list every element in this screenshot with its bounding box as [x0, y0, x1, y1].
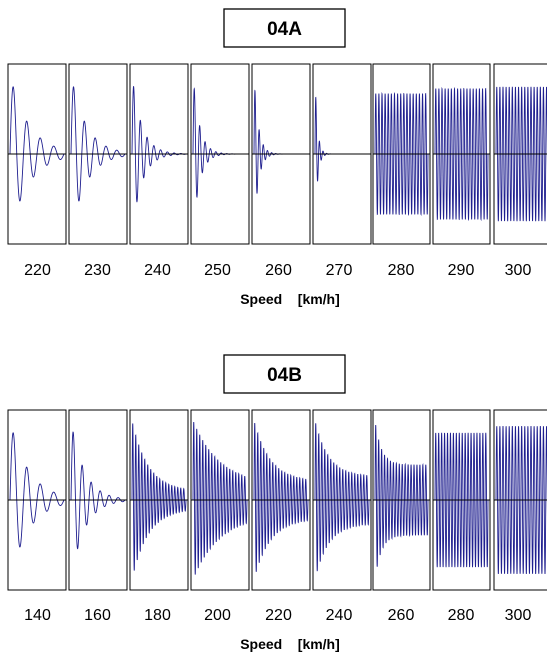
signal-panel-200 [190, 409, 250, 591]
tick-label: 260 [388, 607, 415, 624]
signal-panel-300 [493, 63, 547, 245]
tick-label: 180 [144, 607, 171, 624]
chart-title: 04B [267, 365, 302, 386]
signal-panel-220 [7, 63, 67, 245]
signal-panel-280 [372, 63, 431, 245]
panels-04a [7, 63, 547, 245]
tick-label: 220 [24, 262, 51, 279]
tick-label: 240 [144, 262, 171, 279]
tick-label: 250 [204, 262, 231, 279]
signal-panel-230 [68, 63, 128, 245]
chart-title: 04A [267, 19, 302, 40]
chart-04b: 04B 140 160 180 200 220 240 260 280 300 … [7, 354, 547, 652]
signal-panel-250 [190, 63, 250, 245]
signal-panel-180 [129, 409, 189, 591]
tick-label: 260 [265, 262, 292, 279]
x-axis-label: Speed [km/h] [240, 291, 340, 307]
signal-panel-240 [312, 409, 372, 591]
signal-panel-290 [432, 63, 491, 245]
tick-label: 220 [265, 607, 292, 624]
signal-panel-260 [372, 409, 431, 591]
tick-label: 140 [24, 607, 51, 624]
signal-panel-280 [432, 409, 491, 591]
signal-panel-140 [7, 409, 67, 591]
speed-tick-labels: 220 230 240 250 260 270 280 290 300 [24, 262, 531, 279]
signal-panel-220 [251, 409, 311, 591]
signal-panel-300 [493, 409, 547, 591]
tick-label: 230 [84, 262, 111, 279]
tick-label: 300 [505, 262, 532, 279]
tick-label: 300 [505, 607, 532, 624]
panels-04b [7, 409, 547, 591]
tick-label: 240 [326, 607, 353, 624]
tick-label: 200 [204, 607, 231, 624]
signal-panel-260 [251, 63, 311, 245]
x-axis-label: Speed [km/h] [240, 636, 340, 652]
tick-label: 160 [84, 607, 111, 624]
signal-panel-240 [129, 63, 189, 245]
speed-tick-labels: 140 160 180 200 220 240 260 280 300 [24, 607, 531, 624]
chart-04a: 04A 220 230 240 250 260 270 280 290 300 … [7, 8, 547, 307]
chart-title-box [223, 8, 346, 48]
tick-label: 270 [326, 262, 353, 279]
tick-label: 280 [388, 262, 415, 279]
tick-label: 290 [448, 262, 475, 279]
tick-label: 280 [448, 607, 475, 624]
signal-panel-270 [312, 63, 372, 245]
chart-title-box [223, 354, 346, 394]
signal-panel-160 [68, 409, 128, 591]
